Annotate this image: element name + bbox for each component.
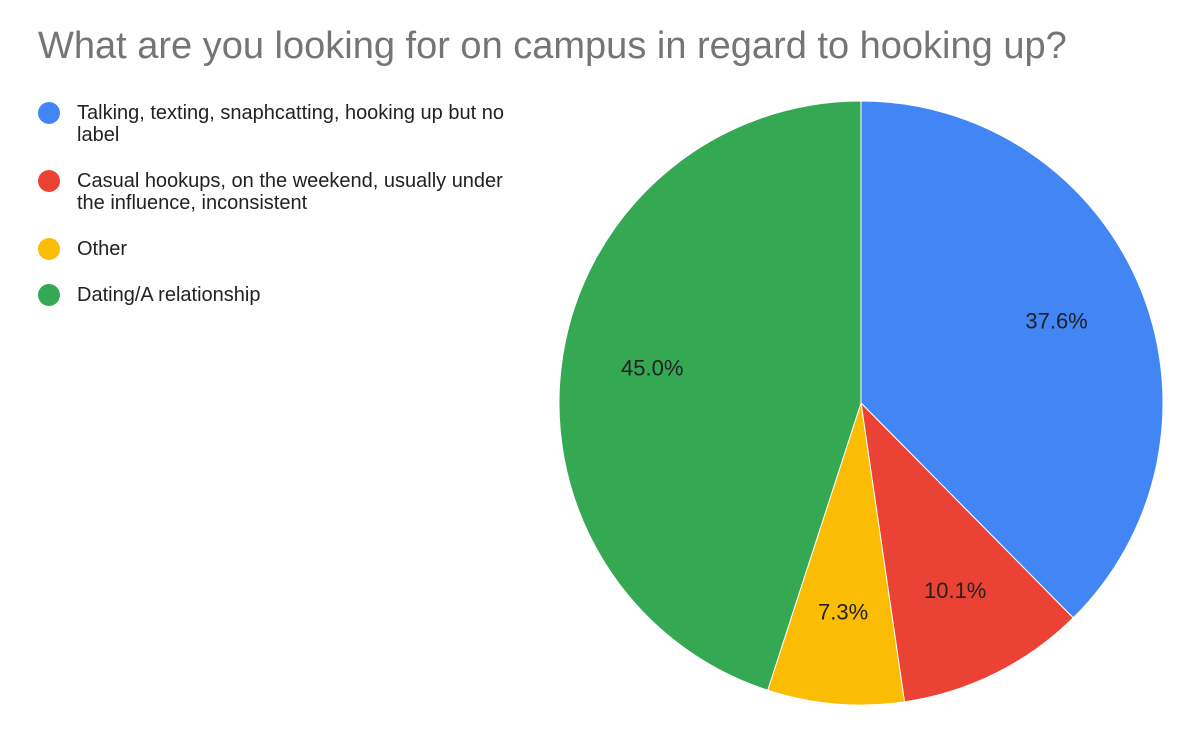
data-label: 37.6% bbox=[1025, 309, 1087, 334]
legend: Talking, texting, snaphcatting, hooking … bbox=[38, 102, 528, 330]
legend-label: Dating/A relationship bbox=[77, 284, 261, 306]
legend-marker bbox=[38, 170, 60, 192]
pie-slice bbox=[860, 100, 1164, 619]
legend-item: Casual hookups, on the weekend, usually … bbox=[38, 170, 528, 214]
legend-item: Other bbox=[38, 238, 528, 260]
legend-label: Other bbox=[77, 238, 128, 260]
data-label: 10.1% bbox=[924, 578, 986, 603]
legend-label: Casual hookups, on the weekend, usually … bbox=[77, 170, 503, 214]
data-label: 45.0% bbox=[621, 356, 683, 381]
pie-slice bbox=[860, 401, 1074, 703]
legend-item: Dating/A relationship bbox=[38, 284, 528, 306]
legend-item: Talking, texting, snaphcatting, hooking … bbox=[38, 102, 528, 146]
legend-label: Talking, texting, snaphcatting, hooking … bbox=[77, 102, 504, 146]
legend-marker bbox=[38, 238, 60, 260]
pie-slice bbox=[767, 402, 906, 706]
pie-slice bbox=[558, 100, 862, 691]
chart-title: What are you looking for on campus in re… bbox=[38, 25, 1067, 67]
legend-marker bbox=[38, 102, 60, 124]
data-label: 7.3% bbox=[818, 599, 868, 624]
legend-marker bbox=[38, 284, 60, 306]
